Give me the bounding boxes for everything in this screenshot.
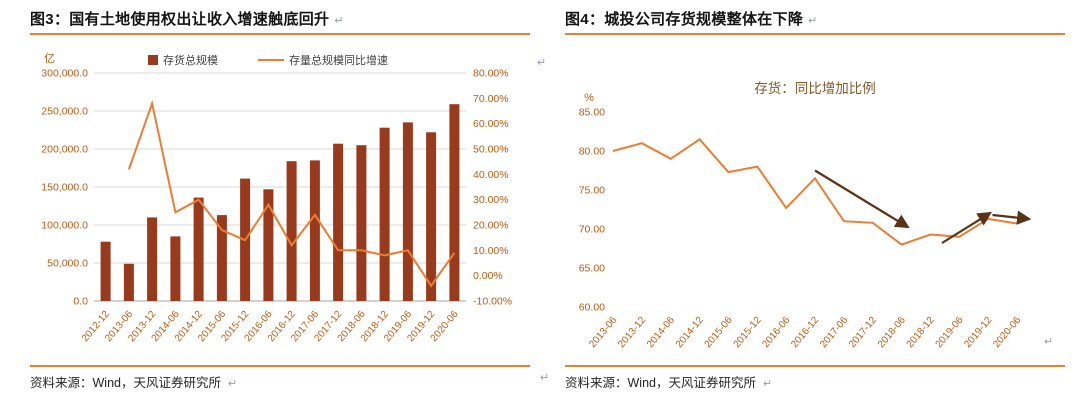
svg-text:40.00%: 40.00% [473, 169, 509, 181]
svg-text:存货总规模: 存货总规模 [163, 53, 218, 67]
figure4-chart: 60.00 65.00 70.00 75.00 80.00 85.00% 存货：同比增加比例… [565, 35, 1065, 365]
figure3-panel: 图3：国有土地使用权出让收入增速触底回升 ↵ 0.0 50,000.0 100,00… [30, 8, 530, 391]
orange-rule [30, 365, 530, 367]
figure3-chart: 0.0 50,000.0 100,000.0 150,000.0 200,000.0 25… [30, 35, 530, 365]
figure4-source-row: 资料来源：Wind，天风证券研究所 ↵ [565, 372, 1065, 391]
paragraph-mark: ↵ [762, 378, 773, 390]
figure3-title-row: 图3：国有土地使用权出让收入增速触底回升 ↵ [30, 8, 530, 33]
svg-text:2015-06: 2015-06 [703, 315, 735, 351]
svg-text:80.00%: 80.00% [473, 68, 509, 80]
svg-text:2013-06: 2013-06 [587, 315, 619, 351]
svg-text:2019-06: 2019-06 [934, 315, 966, 351]
paragraph-mark: ↵ [537, 57, 547, 69]
svg-text:100,000.0: 100,000.0 [41, 220, 88, 232]
figure4-title: 图4：城投公司存货规模整体在下降 [565, 11, 804, 28]
svg-text:2016-12: 2016-12 [789, 315, 821, 351]
paragraph-mark: ↵ [227, 378, 238, 390]
svg-text:200,000.0: 200,000.0 [41, 144, 88, 156]
svg-text:60.00%: 60.00% [473, 118, 509, 130]
figure3-source: 资料来源：Wind，天风证券研究所 [30, 376, 221, 390]
paragraph-mark: ↵ [1044, 336, 1054, 348]
svg-text:2014-06: 2014-06 [645, 315, 677, 351]
svg-text:20.00%: 20.00% [473, 220, 509, 232]
svg-text:85.00: 85.00 [579, 107, 605, 119]
paragraph-mark: ↵ [808, 15, 818, 27]
svg-text:2014-12: 2014-12 [674, 315, 706, 351]
svg-text:2016-06: 2016-06 [760, 315, 792, 351]
svg-text:60.00: 60.00 [579, 302, 605, 314]
orange-rule [565, 33, 1065, 35]
svg-text:2015-12: 2015-12 [732, 315, 764, 351]
svg-text:65.00: 65.00 [579, 263, 605, 275]
svg-text:80.00: 80.00 [579, 146, 605, 158]
svg-text:0.00%: 0.00% [473, 270, 503, 282]
svg-text:2018-06: 2018-06 [876, 315, 908, 351]
orange-rule [565, 365, 1065, 367]
svg-text:30.00%: 30.00% [473, 194, 509, 206]
svg-text:300,000.0: 300,000.0 [41, 68, 88, 80]
svg-text:存量总规模同比增速: 存量总规模同比增速 [289, 53, 388, 67]
orange-rule [30, 33, 530, 35]
svg-text:2020-06: 2020-06 [991, 315, 1023, 351]
svg-text:2017-06: 2017-06 [818, 315, 850, 351]
svg-text:2017-12: 2017-12 [847, 315, 879, 351]
figure4-title-row: 图4：城投公司存货规模整体在下降 ↵ [565, 8, 1065, 33]
svg-text:-10.00%: -10.00% [473, 296, 512, 308]
svg-text:2019-12: 2019-12 [962, 315, 994, 351]
svg-text:70.00: 70.00 [579, 224, 605, 236]
svg-text:50,000.0: 50,000.0 [47, 258, 88, 270]
svg-text:70.00%: 70.00% [473, 93, 509, 105]
svg-text:%: % [584, 92, 594, 104]
svg-text:50.00%: 50.00% [473, 144, 509, 156]
bar-line-chart: 0.0 50,000.0 100,000.0 150,000.0 200,000.0 25… [41, 52, 512, 344]
paragraph-mark: ↵ [540, 372, 550, 384]
figure3-title: 图3：国有土地使用权出让收入增速触底回升 [30, 11, 330, 28]
svg-text:150,000.0: 150,000.0 [41, 182, 88, 194]
figure4-panel: 图4：城投公司存货规模整体在下降 ↵ 60.00 65.00 70.00 75.00 8… [565, 8, 1065, 391]
paragraph-mark: ↵ [334, 15, 344, 27]
svg-text:75.00: 75.00 [579, 185, 605, 197]
figure3-source-row: 资料来源：Wind，天风证券研究所 ↵ [30, 372, 530, 391]
line-chart: 60.00 65.00 70.00 75.00 80.00 85.00% 存货：同比增加比例… [579, 80, 1032, 351]
svg-text:存货：同比增加比例: 存货：同比增加比例 [754, 80, 876, 96]
svg-text:10.00%: 10.00% [473, 245, 509, 257]
svg-text:2018-12: 2018-12 [905, 315, 937, 351]
svg-text:2013-12: 2013-12 [616, 315, 648, 351]
svg-text:250,000.0: 250,000.0 [41, 106, 88, 118]
svg-text:亿: 亿 [44, 52, 55, 65]
svg-text:0.0: 0.0 [73, 296, 88, 308]
figure4-source: 资料来源：Wind，天风证券研究所 [565, 376, 756, 390]
